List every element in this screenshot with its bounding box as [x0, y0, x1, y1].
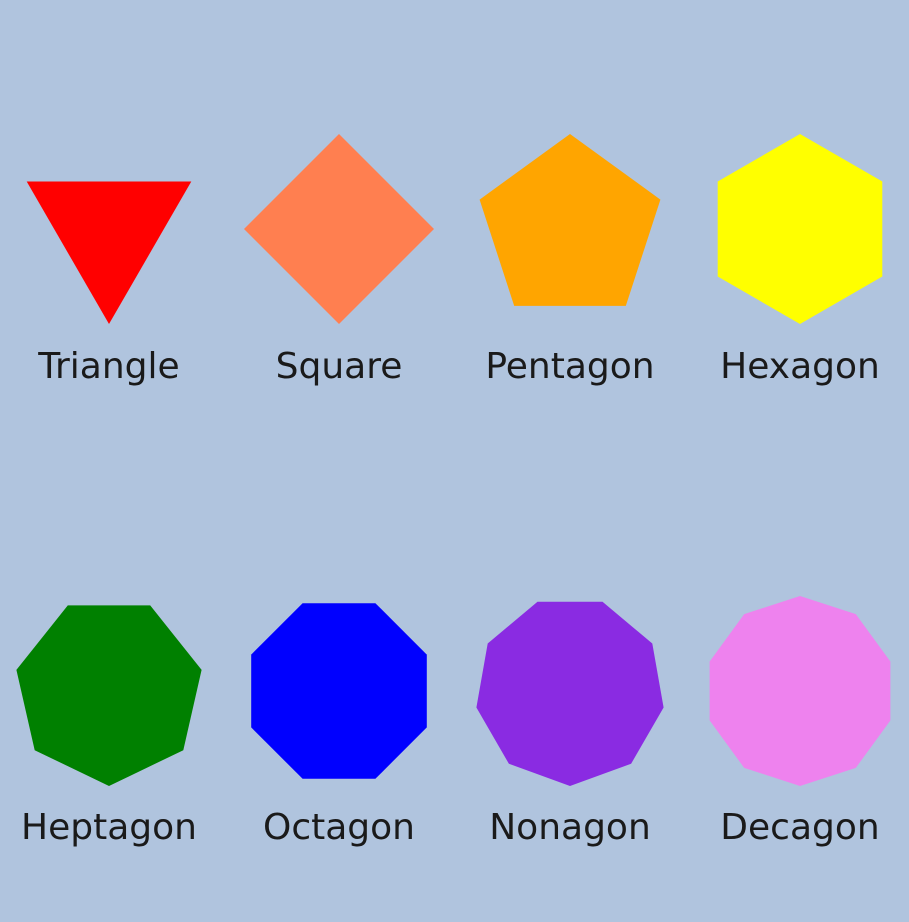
- hexagon-shape: [717, 134, 883, 324]
- pentagon-label: Pentagon: [485, 346, 655, 387]
- square-shape: [244, 134, 434, 324]
- nonagon-label: Nonagon: [489, 807, 651, 848]
- heptagon-shape: [16, 605, 202, 786]
- octagon-label: Octagon: [263, 807, 415, 848]
- hexagon-label: Hexagon: [720, 346, 880, 387]
- triangle-label: Triangle: [38, 346, 180, 387]
- square-label: Square: [275, 346, 403, 387]
- pentagon-shape: [479, 134, 661, 306]
- triangle-shape: [26, 181, 192, 324]
- decagon-label: Decagon: [720, 807, 880, 848]
- heptagon-label: Heptagon: [21, 807, 197, 848]
- octagon-shape: [251, 603, 427, 779]
- decagon-shape: [709, 596, 891, 786]
- nonagon-shape: [476, 601, 664, 786]
